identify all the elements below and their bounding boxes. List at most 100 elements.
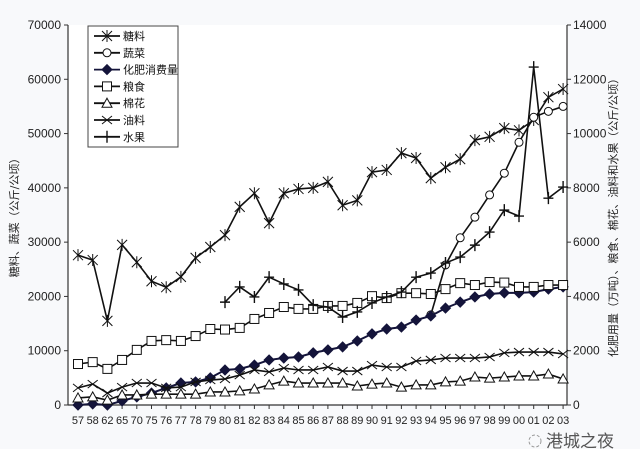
data-point bbox=[514, 281, 524, 292]
data-point bbox=[396, 147, 407, 160]
data-point bbox=[484, 130, 495, 143]
data-point bbox=[219, 374, 231, 384]
x-tick-label: 77 bbox=[175, 415, 187, 427]
x-tick-label: 57 bbox=[72, 415, 84, 427]
data-point bbox=[249, 313, 260, 324]
y-tick-label-left: 60000 bbox=[28, 72, 62, 86]
data-point bbox=[351, 335, 364, 347]
data-point bbox=[219, 364, 231, 376]
data-point bbox=[160, 281, 172, 294]
data-point bbox=[395, 321, 408, 333]
data-point bbox=[381, 290, 392, 303]
data-point bbox=[264, 271, 275, 284]
data-point bbox=[485, 190, 495, 200]
data-point bbox=[483, 288, 496, 300]
data-point bbox=[336, 341, 349, 353]
data-point bbox=[248, 382, 261, 394]
data-point bbox=[263, 354, 275, 366]
data-point bbox=[234, 322, 245, 333]
data-point bbox=[351, 366, 363, 376]
x-tick-label: 70 bbox=[131, 415, 143, 427]
legend-item: 棉花 bbox=[94, 96, 145, 110]
data-point bbox=[440, 353, 451, 363]
data-point bbox=[234, 280, 245, 293]
series-line bbox=[77, 373, 564, 401]
data-point bbox=[322, 301, 333, 314]
data-point bbox=[278, 363, 290, 373]
x-tick-label: 84 bbox=[278, 415, 290, 427]
x-tick-label: 88 bbox=[336, 415, 348, 427]
data-point bbox=[131, 344, 142, 355]
legend-item: 粮食 bbox=[94, 79, 145, 93]
data-point bbox=[410, 356, 422, 366]
data-point bbox=[293, 283, 304, 296]
data-point bbox=[513, 124, 525, 137]
data-point bbox=[454, 296, 466, 308]
data-point bbox=[469, 291, 481, 303]
x-tick-label: 75 bbox=[145, 415, 157, 427]
series-0 bbox=[72, 83, 569, 327]
data-point bbox=[278, 277, 289, 290]
data-point bbox=[454, 375, 467, 386]
data-point bbox=[410, 314, 422, 326]
legend-marker-icon bbox=[101, 97, 113, 108]
series-line bbox=[224, 66, 564, 318]
y-tick-label-right: 10000 bbox=[573, 127, 607, 141]
data-point bbox=[470, 212, 480, 222]
data-point bbox=[307, 347, 319, 359]
data-point bbox=[160, 383, 172, 393]
data-point bbox=[292, 351, 305, 363]
data-point bbox=[425, 172, 437, 185]
x-tick-label: 02 bbox=[542, 415, 554, 427]
data-point bbox=[380, 323, 393, 335]
data-point bbox=[87, 357, 98, 368]
data-point bbox=[146, 275, 157, 288]
data-point bbox=[557, 372, 569, 384]
y-tick-label-left: 20000 bbox=[28, 289, 62, 303]
x-tick-label: 65 bbox=[116, 415, 128, 427]
data-point bbox=[543, 280, 554, 291]
series-4 bbox=[72, 368, 569, 405]
data-point bbox=[249, 187, 260, 200]
x-tick-label: 85 bbox=[292, 415, 304, 427]
data-point bbox=[454, 153, 466, 166]
y-tick-label-right: 0 bbox=[573, 398, 580, 412]
data-point bbox=[86, 398, 99, 410]
data-point bbox=[483, 372, 496, 383]
x-tick-label: 87 bbox=[322, 415, 334, 427]
data-point bbox=[277, 375, 290, 386]
data-point bbox=[336, 376, 349, 388]
legend-marker-icon bbox=[102, 130, 112, 143]
data-point bbox=[528, 347, 540, 357]
y-axis-label-left: 糖料、蔬菜（公斤/公顷） bbox=[7, 153, 21, 278]
data-point bbox=[527, 369, 540, 381]
data-point bbox=[395, 381, 408, 392]
data-point bbox=[205, 324, 216, 334]
y-tick-label-right: 2000 bbox=[573, 344, 600, 358]
data-point bbox=[175, 382, 187, 392]
data-point bbox=[322, 362, 334, 372]
data-point bbox=[352, 305, 363, 318]
data-point bbox=[293, 365, 304, 375]
data-point bbox=[116, 238, 128, 251]
data-point bbox=[190, 331, 201, 342]
data-point bbox=[469, 134, 481, 147]
data-point bbox=[86, 390, 99, 402]
data-point bbox=[117, 354, 128, 365]
data-point bbox=[469, 371, 481, 382]
watermark-text: 港城之夜 bbox=[546, 432, 614, 449]
legend-marker-icon bbox=[101, 63, 113, 76]
x-tick-label: 01 bbox=[528, 415, 540, 427]
data-point bbox=[263, 378, 275, 390]
data-point bbox=[278, 187, 290, 200]
y-tick-label-left: 40000 bbox=[28, 181, 62, 195]
data-point bbox=[293, 182, 304, 195]
data-point bbox=[263, 367, 275, 377]
data-point bbox=[543, 106, 553, 116]
data-point bbox=[337, 300, 348, 311]
data-point bbox=[498, 371, 511, 382]
legend-item: 油料 bbox=[94, 113, 145, 127]
data-point bbox=[190, 251, 201, 264]
data-point bbox=[102, 363, 113, 374]
data-point bbox=[204, 375, 216, 385]
